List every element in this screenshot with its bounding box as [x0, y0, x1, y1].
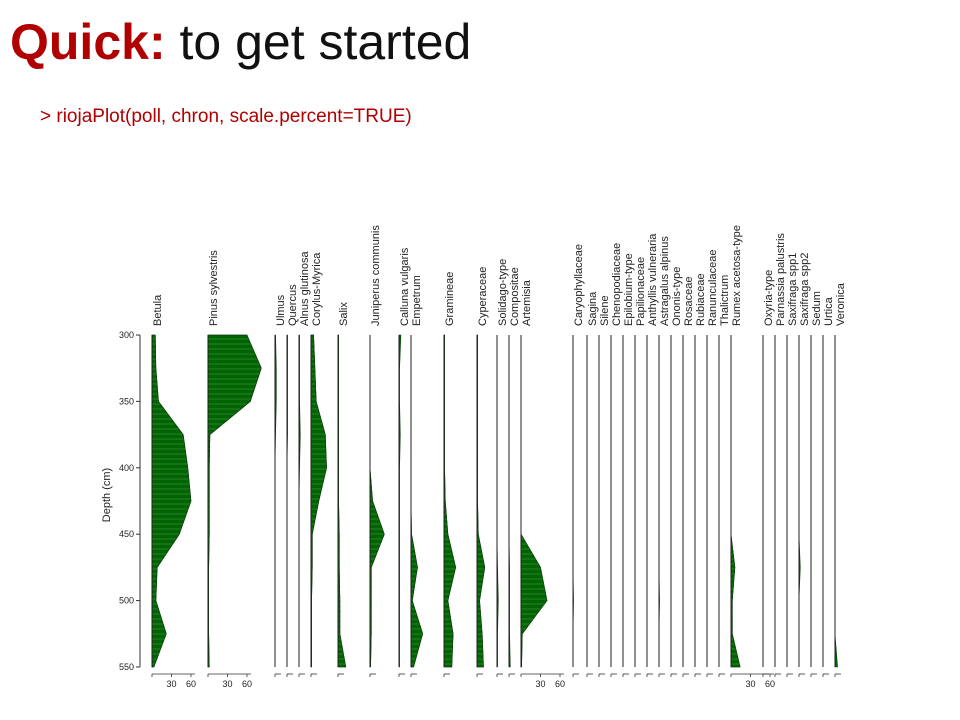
x-tick-label: 60 — [186, 679, 196, 689]
curve-artemisia — [520, 335, 548, 668]
curve-outline — [207, 334, 262, 668]
curve-salix — [337, 334, 347, 668]
y-tick-label: 500 — [119, 596, 134, 606]
taxon-label: Betula — [152, 294, 164, 326]
taxon-label: Ranunculaceae — [707, 250, 719, 326]
y-tick-label: 350 — [119, 396, 134, 406]
curve-outline — [443, 334, 457, 668]
y-tick-label: 300 — [119, 330, 134, 340]
slide-title-rest: to get started — [165, 14, 472, 70]
taxon-label: Empetrum — [411, 275, 423, 326]
taxon-label: Ulmus — [275, 294, 287, 326]
taxon-label: Parnassia palustris — [775, 233, 787, 326]
taxon-label: Sedum — [811, 291, 823, 326]
y-tick-label: 400 — [119, 463, 134, 473]
curve-pinus-sylvestris — [207, 334, 262, 668]
taxon-label: Juniperus communis — [370, 225, 382, 326]
taxon-label: Saxifraga spp2 — [799, 253, 811, 326]
curve-gramineae — [443, 334, 457, 668]
code-command: > riojaPlot(poll, chron, scale.percent=T… — [40, 106, 412, 127]
taxon-label: Saxifraga spp1 — [787, 253, 799, 326]
taxon-label: Silene — [599, 295, 611, 326]
curve-outline — [476, 334, 486, 668]
taxon-label: Solidago-type — [497, 259, 509, 326]
curve-outline — [310, 334, 327, 668]
taxon-label: Epilobium-type — [623, 253, 635, 326]
taxon-label: Salix — [338, 302, 350, 326]
curve-juniperus-communis — [369, 335, 385, 668]
curve-outline — [151, 334, 192, 668]
y-tick-label: 550 — [119, 662, 134, 672]
taxon-label: Anthyllis vulneraria — [647, 233, 659, 326]
taxon-label: Cyperaceae — [477, 267, 489, 326]
taxon-label: Astragalus alpinus — [659, 236, 671, 326]
taxon-label: Artemisia — [521, 279, 533, 326]
x-tick-label: 60 — [555, 679, 565, 689]
taxon-label: Pinus sylvestris — [208, 250, 220, 326]
taxon-label: Caryophyllaceae — [573, 244, 585, 326]
taxon-label: Rumex acetosa-type — [731, 225, 743, 326]
taxon-label: Alnus glutinosa — [299, 251, 311, 326]
x-tick-label: 30 — [745, 679, 755, 689]
y-axis-label: Depth (cm) — [101, 468, 113, 522]
taxon-label: Thalictrum — [719, 275, 731, 326]
taxon-label: Rosaceae — [683, 276, 695, 326]
curve-outline — [337, 334, 347, 668]
taxon-label: Sagina — [587, 291, 599, 326]
curve-empetrum — [410, 335, 424, 668]
curve-outline — [730, 335, 741, 668]
x-tick-label: 30 — [222, 679, 232, 689]
taxon-label: Oxyria-type — [763, 270, 775, 326]
taxon-label: Gramineae — [444, 272, 456, 326]
taxon-label: Compositae — [509, 267, 521, 326]
taxon-label: Ononis-type — [671, 267, 683, 326]
taxon-label: Papilionaceae — [635, 257, 647, 326]
taxon-label: Calluna vulgaris — [399, 247, 411, 326]
taxon-label: Veronica — [835, 282, 847, 326]
x-tick-label: 60 — [765, 679, 775, 689]
slide-title-bold: Quick: — [10, 14, 166, 70]
taxon-label: Corylus-Myrica — [311, 252, 323, 326]
taxon-label: Quercus — [287, 284, 299, 326]
taxon-label: Rubiaceae — [695, 273, 707, 326]
taxon-label: Chenopodiaceae — [611, 243, 623, 326]
x-tick-label: 30 — [166, 679, 176, 689]
y-tick-label: 450 — [119, 529, 134, 539]
taxon-label: Urtica — [823, 296, 835, 326]
slide-title: Quick: to get started — [10, 12, 471, 72]
x-tick-label: 60 — [242, 679, 252, 689]
x-tick-label: 30 — [535, 679, 545, 689]
curve-betula — [151, 334, 192, 668]
